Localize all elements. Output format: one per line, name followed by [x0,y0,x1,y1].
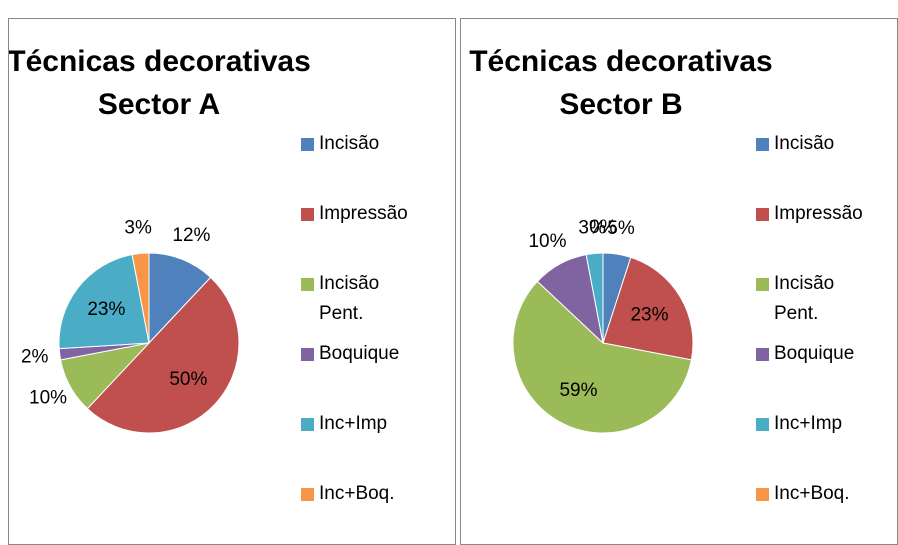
pie-slice [512,280,692,434]
legend-item: Inc+Imp [756,409,876,439]
legend-label: Incisão [319,133,380,154]
pie-chart: Técnicas decorativas Sector B 5% 23% 59% 10% 3… [469,45,773,434]
legend-item: Incisão [756,129,876,159]
legend-item: Inc+Boq. [301,479,421,509]
legend-item: Inc+Boq. [756,479,876,509]
legend-label: Inc+Boq. [774,483,850,504]
legend-item: Incisão Pent. [301,269,421,329]
data-label: 50% [169,369,207,390]
legend-label: Impressão [774,203,863,224]
data-label: 2% [21,346,49,367]
data-label: 5% [607,218,635,239]
pie-chart: Técnicas decorativas Sector A 12% 50% 10% 2% 2… [9,45,311,434]
legend-item: Boquique [756,339,876,369]
data-label: 3% [124,217,152,238]
data-label: 3% [578,217,606,238]
chart-title: Sector A [98,88,220,121]
data-label: 23% [630,305,668,326]
legend-label: Incisão Pent. [774,273,835,324]
legend-item: Inc+Imp [301,409,421,439]
legend-swatch [301,208,314,221]
chart-panel: Técnicas decorativas Sector A 12% 50% 10% 2% 2… [8,18,456,545]
legend-label: Inc+Imp [774,413,843,434]
legend-item: Impressão [301,199,421,229]
data-label: 0% [589,217,617,238]
pie-slice [148,252,212,345]
legend-label: Inc+Boq. [319,483,395,504]
data-label: 10% [528,231,566,252]
legend-swatch [756,278,769,291]
legend-label: Boquique [774,343,855,364]
chart-title: Técnicas decorativas [469,45,773,78]
data-label: 59% [559,380,597,401]
pie-slice [58,254,150,350]
legend-item: Incisão Pent. [756,269,876,329]
legend-label: Inc+Imp [319,413,388,434]
chart-title: Sector B [559,88,682,121]
pie-slice [86,276,240,434]
legend-swatch [756,418,769,431]
legend-label: Impressão [319,203,408,224]
legend-swatch [301,488,314,501]
data-label: 12% [172,225,210,246]
legend-swatch [301,138,314,151]
legend-swatch [756,138,769,151]
legend-swatch [301,418,314,431]
data-label: 23% [87,299,125,320]
pie-slice [131,252,150,344]
legend-swatch [301,278,314,291]
legend-item: Impressão [756,199,876,229]
chart-title: Técnicas decorativas [9,45,311,78]
legend-item: Incisão [301,129,421,159]
data-label: 10% [29,388,67,409]
legend-swatch [301,348,314,361]
pie-slice [602,256,694,361]
legend-item: Boquique [301,339,421,369]
legend-swatch [756,208,769,221]
legend-label: Boquique [319,343,400,364]
legend-swatch [756,348,769,361]
legend-label: Incisão [774,133,835,154]
legend-swatch [756,488,769,501]
chart-panel: Técnicas decorativas Sector B 5% 23% 59% 10% 3… [460,18,898,545]
legend-label: Incisão Pent. [319,273,380,324]
